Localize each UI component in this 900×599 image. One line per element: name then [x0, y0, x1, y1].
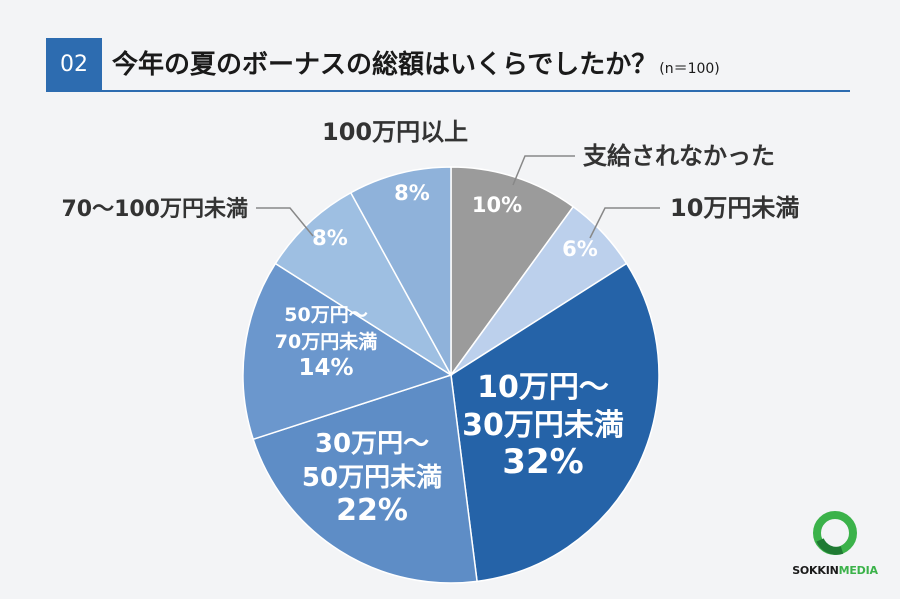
slice-label: 10% [472, 193, 522, 217]
pie-slice [242, 262, 453, 441]
slice-label: 6% [562, 237, 598, 261]
leader-line [589, 207, 660, 239]
slice-label: 10万円～ 30万円未満 32% [462, 370, 624, 482]
pie-slice [450, 262, 660, 583]
logo-ring-icon [813, 511, 857, 555]
category-label: 100万円以上 [322, 118, 468, 146]
logo-text: SOKKINMEDIA [790, 564, 880, 577]
pie-slice [450, 166, 575, 378]
slice-label: 8% [312, 226, 348, 250]
pie-slice [252, 374, 478, 584]
question-number-badge: 02 [46, 38, 102, 90]
slice-label: 30万円～ 50万円未満 22% [302, 429, 442, 528]
slice-label: 50万円～ 70万円未満 14% [275, 304, 377, 381]
sokkin-media-logo: SOKKINMEDIA [790, 510, 880, 590]
category-label: 70～100万円未満 [61, 196, 248, 222]
category-label: 支給されなかった [583, 142, 775, 170]
leader-line [512, 155, 575, 186]
slice-label: 8% [394, 181, 430, 205]
logo-text-accent: MEDIA [838, 564, 878, 577]
chart-title: 今年の夏のボーナスの総額はいくらでしたか？ (n＝100) [112, 44, 720, 81]
pie-slice [349, 166, 452, 376]
pie-slice [274, 191, 452, 376]
chart-title-text: 今年の夏のボーナスの総額はいくらでしたか？ [112, 50, 658, 80]
category-label: 10万円未満 [670, 194, 799, 222]
sample-size: (n＝100) [659, 61, 720, 77]
leader-line [256, 207, 314, 237]
chart-header: 02 今年の夏のボーナスの総額はいくらでしたか？ (n＝100) [46, 38, 850, 92]
logo-text-main: SOKKIN [792, 564, 839, 577]
